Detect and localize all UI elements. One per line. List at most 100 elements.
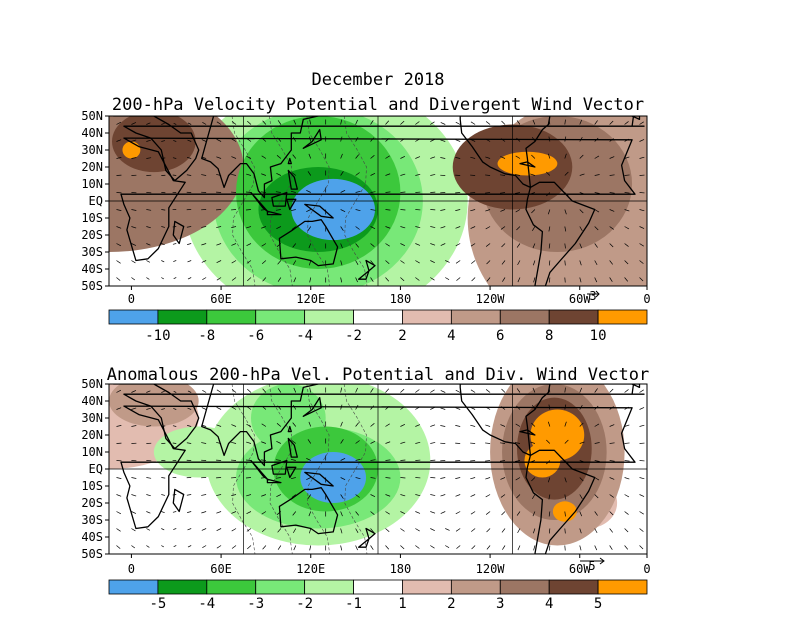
wind-vector <box>186 442 192 444</box>
wind-vector <box>116 528 121 532</box>
wind-vector <box>440 477 446 479</box>
wind-vector <box>564 387 566 393</box>
wind-vector <box>609 424 615 427</box>
colorbar-label: 1 <box>398 596 406 612</box>
wind-vector <box>430 494 436 496</box>
wind-vector <box>275 459 281 461</box>
wind-vector <box>624 226 630 230</box>
wind-vector <box>161 140 166 142</box>
wind-vector <box>355 243 359 248</box>
wind-vector <box>370 545 374 550</box>
coastline <box>525 181 596 286</box>
wind-vector <box>370 277 374 282</box>
wind-vector <box>186 174 192 176</box>
wind-vector <box>500 406 506 410</box>
wind-vector <box>340 404 343 410</box>
coastline <box>357 270 370 280</box>
lat-label: 30S <box>81 245 103 259</box>
wind-vector <box>455 477 461 479</box>
wind-vector <box>639 277 644 282</box>
wind-vector <box>309 260 312 266</box>
wind-vector <box>485 138 491 142</box>
wind-vector <box>639 528 644 532</box>
wind-vector <box>308 153 312 159</box>
wind-vector <box>594 137 599 142</box>
contour-line <box>343 384 368 554</box>
wind-vector <box>262 388 267 393</box>
wind-vector <box>291 440 297 444</box>
wind-vector <box>639 389 644 393</box>
wind-vector <box>415 156 421 159</box>
wind-vector <box>340 494 344 499</box>
wind-vector <box>116 494 122 497</box>
colorbar-swatch <box>353 579 403 595</box>
coastline <box>519 161 536 168</box>
wind-vector <box>216 511 222 514</box>
wind-vector <box>291 226 297 230</box>
wind-vector <box>415 441 421 444</box>
wind-vector <box>261 511 267 515</box>
wind-vector <box>340 457 346 461</box>
wind-vector <box>430 226 436 228</box>
wind-vector <box>533 545 536 551</box>
wind-vector <box>216 389 222 393</box>
shaded-contour <box>300 452 367 503</box>
wind-vector <box>161 511 165 514</box>
lat-label: 20S <box>81 228 103 242</box>
wind-vector <box>246 260 252 264</box>
lat-label: 50N <box>81 377 103 391</box>
wind-vector <box>131 511 137 514</box>
wind-vector <box>231 156 237 159</box>
wind-vector <box>201 260 207 263</box>
wind-vector <box>430 277 435 281</box>
wind-vector <box>455 139 461 142</box>
wind-vector <box>624 477 630 480</box>
wind-vector <box>385 477 391 479</box>
wind-vector <box>400 388 405 393</box>
wind-vector <box>355 260 359 266</box>
wind-vector <box>564 153 567 159</box>
colorbar-label: 6 <box>496 328 504 344</box>
wind-vector <box>172 243 177 245</box>
wind-vector <box>470 511 476 515</box>
wind-vector <box>161 390 165 393</box>
lon-label: 120E <box>296 292 325 306</box>
wind-vector <box>430 528 435 532</box>
wind-vector <box>609 477 615 480</box>
colorbar-label: -4 <box>296 328 313 344</box>
wind-vector <box>355 477 361 480</box>
wind-vector <box>400 226 406 229</box>
colorbar-swatch <box>157 309 208 325</box>
wind-vector <box>564 260 566 266</box>
wind-vector <box>187 122 192 125</box>
wind-vector <box>440 226 446 229</box>
wind-vector <box>146 494 151 497</box>
wind-vector <box>533 260 536 266</box>
wind-vector <box>355 440 360 444</box>
contour-line <box>231 116 256 286</box>
wind-vector <box>400 528 405 532</box>
coastline <box>112 116 645 182</box>
lat-label: 10S <box>81 479 103 493</box>
colorbar-label: -5 <box>149 596 166 612</box>
wind-vector <box>500 174 506 176</box>
wind-vector <box>440 425 446 427</box>
wind-vector <box>146 122 151 125</box>
wind-vector <box>564 209 567 215</box>
wind-vector <box>485 192 491 194</box>
colorbar-label: 3 <box>496 596 504 612</box>
wind-vector <box>548 226 551 232</box>
wind-vector <box>532 494 536 499</box>
wind-vector <box>470 139 476 142</box>
wind-vector <box>500 156 506 159</box>
anomaly-map <box>109 384 647 554</box>
wind-vector <box>515 192 521 194</box>
wind-vector <box>415 121 420 125</box>
wind-vector <box>430 156 436 159</box>
wind-vector <box>308 421 312 427</box>
wind-vector <box>485 494 491 498</box>
wind-vector <box>261 173 267 176</box>
wind-vector <box>116 407 122 410</box>
wind-vector <box>579 545 582 551</box>
wind-vector <box>262 545 267 550</box>
